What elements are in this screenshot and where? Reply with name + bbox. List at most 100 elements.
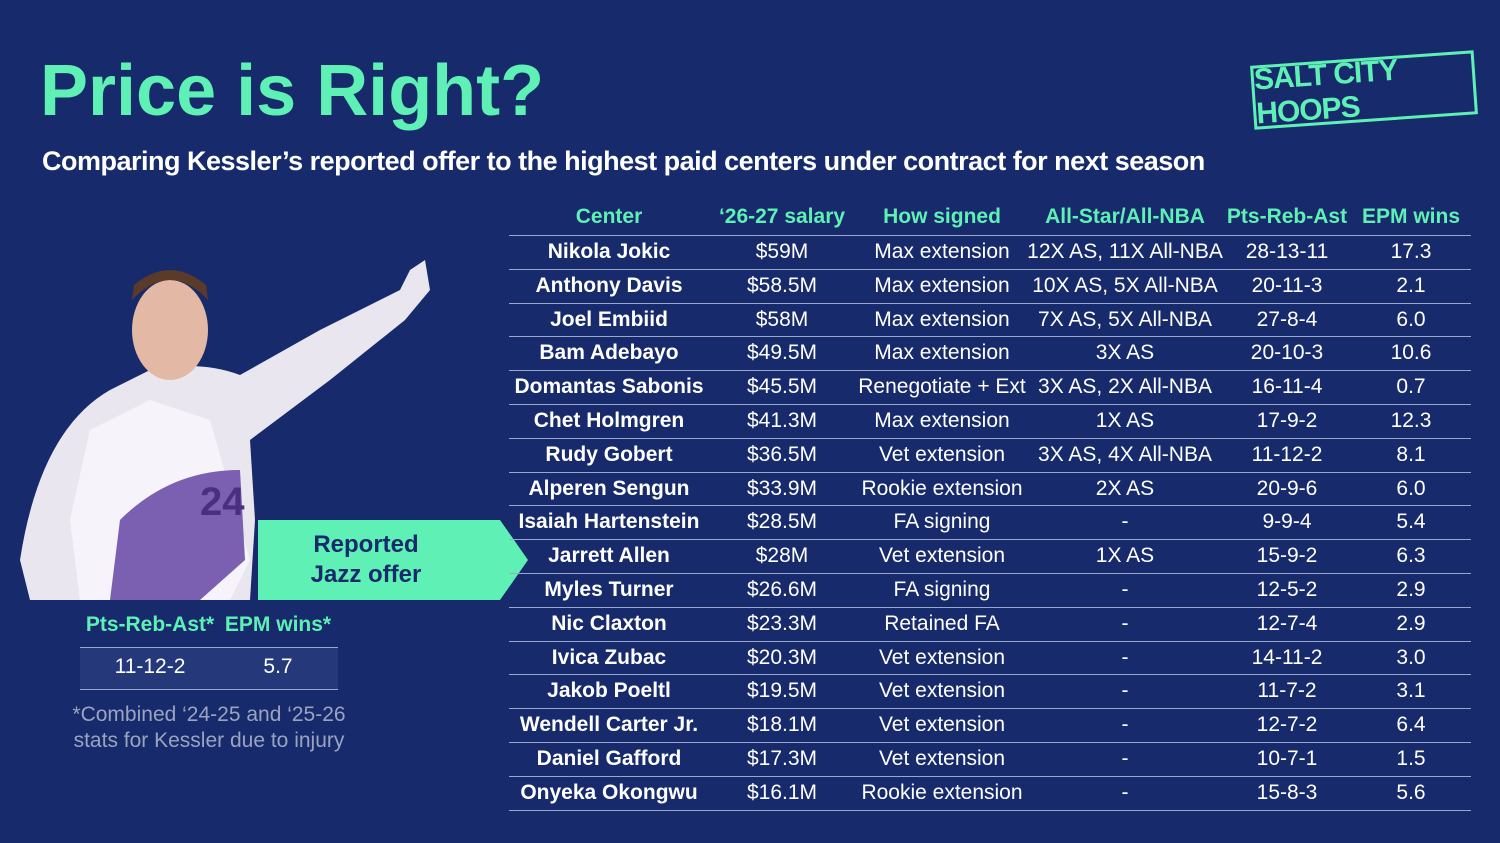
cell: Vet extension xyxy=(878,679,1006,703)
cell: Rookie extension xyxy=(861,476,1023,500)
cell: 1X AS xyxy=(1095,544,1155,568)
player-name: Onyeka Okongwu xyxy=(520,780,698,804)
row-line xyxy=(509,404,1471,405)
cell: - xyxy=(1121,611,1129,635)
player-name: Nikola Jokic xyxy=(547,240,671,263)
cell: $19.5M xyxy=(746,679,818,703)
row-line xyxy=(509,775,1471,777)
cell: 17-9-2 xyxy=(1256,409,1318,432)
cell: 2.9 xyxy=(1396,611,1426,635)
cell: 9-9-4 xyxy=(1262,510,1312,534)
cell: 20-10-3 xyxy=(1250,341,1324,365)
cell: 3.0 xyxy=(1396,645,1426,669)
cell: 12-5-2 xyxy=(1256,578,1318,601)
cell: 28-13-11 xyxy=(1245,240,1329,263)
cell: 2.9 xyxy=(1396,578,1426,601)
cell: 17.3 xyxy=(1390,240,1432,263)
player-photo: 24 xyxy=(20,260,430,600)
column-header: All-Star/All-NBA xyxy=(1045,205,1205,228)
cell: Vet extension xyxy=(878,713,1006,737)
player-name: Ivica Zubac xyxy=(551,645,667,669)
cell: 10.6 xyxy=(1390,341,1432,365)
row-line xyxy=(509,539,1471,541)
player-name: Rudy Gobert xyxy=(545,442,673,466)
cell: 15-9-2 xyxy=(1256,544,1318,568)
player-name: Anthony Davis xyxy=(535,273,683,297)
row-line xyxy=(509,708,1471,710)
cell: - xyxy=(1121,747,1129,770)
cell: - xyxy=(1121,713,1129,737)
footnote: *Combined ‘24-25 and ‘25-26 stats for Ke… xyxy=(72,703,346,752)
cell: $26.6M xyxy=(746,578,818,601)
row-line xyxy=(509,336,1471,338)
cell: 11-12-2 xyxy=(1251,442,1323,466)
cell: $36.5M xyxy=(746,442,818,466)
kessler-header: EPM wins* xyxy=(224,613,332,636)
cell: $33.9M xyxy=(746,476,818,500)
cell: FA signing xyxy=(893,578,991,601)
cell: 3X AS, 4X All-NBA xyxy=(1038,442,1212,466)
cell: 10X AS, 5X All-NBA xyxy=(1032,273,1218,297)
row-line xyxy=(509,809,1471,811)
cell: 10-7-1 xyxy=(1256,747,1318,770)
cell: Max extension xyxy=(874,273,1010,297)
player-name: Domantas Sabonis xyxy=(514,375,704,399)
column-header: EPM wins xyxy=(1361,205,1461,228)
cell: 12-7-2 xyxy=(1256,713,1318,737)
callout: Reported Jazz offer xyxy=(310,531,422,588)
cell: Max extension xyxy=(874,240,1010,263)
row-line xyxy=(509,437,1471,439)
cell: 16-11-4 xyxy=(1251,375,1323,399)
cell: 3X AS, 2X All-NBA xyxy=(1038,375,1212,399)
cell: 8.1 xyxy=(1396,442,1426,466)
cell: 7X AS, 5X All-NBA xyxy=(1038,307,1212,331)
cell: 3.1 xyxy=(1396,679,1426,703)
kessler-box xyxy=(80,647,338,690)
cell: 12X AS, 11X All-NBA xyxy=(1027,240,1223,263)
svg-text:24: 24 xyxy=(200,480,245,524)
logo: SALT CITY HOOPS xyxy=(1250,50,1478,131)
cell: 1.5 xyxy=(1396,747,1426,770)
cell: 11-7-2 xyxy=(1257,679,1317,703)
cell: 6.3 xyxy=(1396,544,1426,568)
cell: $16.1M xyxy=(746,780,818,804)
subtitle: Comparing Kessler’s reported offer to th… xyxy=(42,146,1205,176)
kessler-value: 5.7 xyxy=(263,655,293,678)
row-line xyxy=(509,471,1471,473)
column-header: ‘26-27 salary xyxy=(718,205,846,228)
cell: - xyxy=(1121,578,1129,601)
cell: $58.5M xyxy=(746,273,818,297)
cell: - xyxy=(1121,780,1129,804)
cell: 5.4 xyxy=(1396,510,1426,534)
cell: 2X AS xyxy=(1095,476,1155,500)
cell: 6.0 xyxy=(1396,476,1426,500)
cell: Vet extension xyxy=(878,645,1006,669)
cell: 6.4 xyxy=(1396,713,1426,737)
cell: $17.3M xyxy=(746,747,818,770)
cell: 5.6 xyxy=(1396,780,1426,804)
row-line xyxy=(509,268,1471,270)
cell: 6.0 xyxy=(1396,307,1426,331)
cell: Max extension xyxy=(874,409,1010,432)
cell: $41.3M xyxy=(746,409,818,432)
player-name: Bam Adebayo xyxy=(539,341,679,365)
player-name: Wendell Carter Jr. xyxy=(519,713,699,737)
cell: 20-11-3 xyxy=(1251,273,1323,297)
row-line xyxy=(509,302,1471,304)
cell: 20-9-6 xyxy=(1256,476,1318,500)
player-name: Alperen Sengun xyxy=(528,476,690,500)
title: Price is Right? xyxy=(40,51,545,131)
cell: $28.5M xyxy=(746,510,818,534)
cell: 15-8-3 xyxy=(1256,780,1318,804)
player-name: Joel Embiid xyxy=(550,307,668,331)
player-name: Isaiah Hartenstein xyxy=(518,510,700,534)
cell: Vet extension xyxy=(878,544,1006,568)
player-name: Daniel Gafford xyxy=(536,747,682,770)
cell: $20.3M xyxy=(746,645,818,669)
kessler-value: 11-12-2 xyxy=(114,655,186,678)
cell: $28M xyxy=(755,544,809,568)
row-line xyxy=(509,370,1471,372)
cell: 1X AS xyxy=(1095,409,1155,432)
row-line xyxy=(509,640,1471,642)
